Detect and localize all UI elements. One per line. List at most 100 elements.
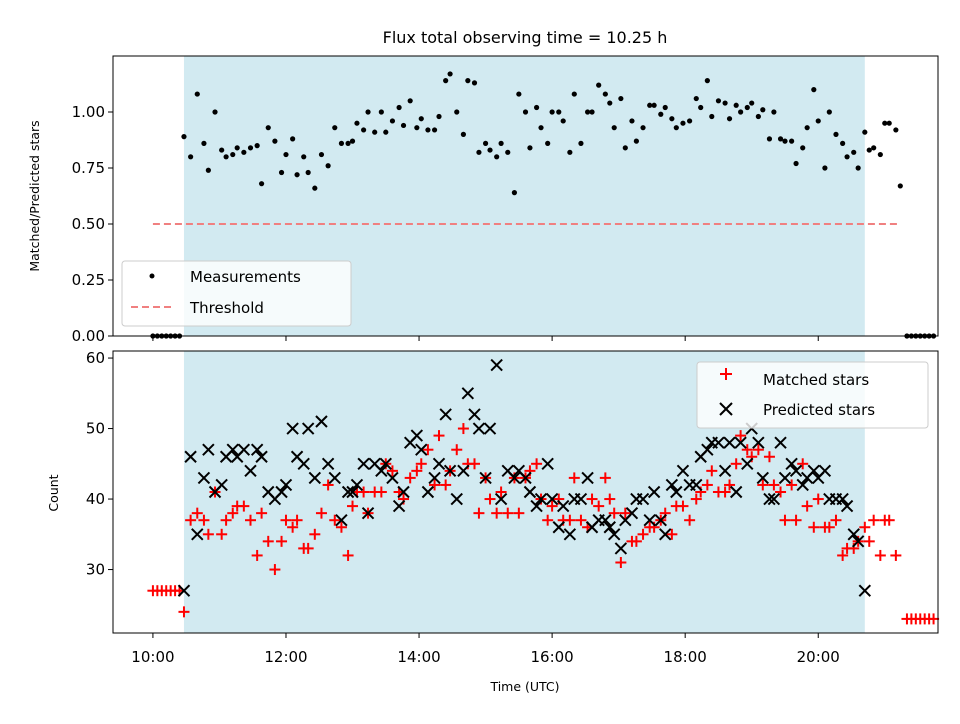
predicted-star-marker [215,478,228,492]
measurement-point [194,91,200,97]
predicted-star-marker [479,471,492,485]
measurement-point [361,127,367,133]
matched-star-marker [801,500,813,512]
matched-star-marker [291,514,303,526]
matched-star-marker [859,521,871,533]
measurement-point [265,125,271,131]
legend-label-threshold: Threshold [189,299,264,317]
measurement-point [877,151,883,158]
measurement-point [272,138,278,144]
matched-star-marker [546,500,558,512]
y-tick-label: 50 [86,420,105,438]
predicted-star-marker [659,528,672,541]
matched-star-marker [874,549,886,561]
measurement-point [487,147,493,153]
matched-star-marker [238,500,250,512]
measurement-point [290,136,296,142]
predicted-star-marker [636,492,650,506]
predicted-star-marker [397,485,410,499]
measurement-point [516,91,522,97]
measurement-point [777,136,784,142]
measurement-point [749,100,755,106]
measurement-point [897,183,903,189]
matched-star-marker [342,549,354,561]
matched-star-marker [724,479,736,491]
measurement-point [722,100,728,106]
predicted-star-marker [665,478,679,492]
measurement-point [545,140,551,146]
matched-star-marker [404,472,416,484]
y-tick-label: 0.50 [72,215,105,233]
legend-marker-predicted-stars [719,402,733,416]
matched-star-marker [564,514,576,526]
predicted-star-marker [410,429,424,442]
matched-star-marker [256,507,268,519]
measurement-point [414,125,420,131]
predicted-star-marker [734,436,747,449]
measurement-point [223,154,229,160]
predicted-star-marker [392,499,406,513]
matched-star-marker [677,500,689,512]
measurement-point [389,118,396,124]
y-tick-label: 0.25 [72,271,105,289]
matched-star-marker [457,423,469,435]
predicted-star-marker [789,464,803,478]
measurement-point [640,125,646,131]
matched-star-marker [531,458,543,470]
matched-star-marker [928,613,940,625]
measurement-point [715,98,722,104]
measurement-point [454,109,460,115]
count-points [147,358,940,625]
x-tick-label: 14:00 [397,648,440,666]
measurement-point [680,120,686,126]
predicted-star-marker [439,408,452,421]
predicted-star-marker [341,485,355,499]
measurement-point [782,138,788,144]
predicted-star-marker [563,528,577,541]
predicted-star-marker [415,443,428,456]
measurement-point [511,190,518,196]
matched-star-marker [630,535,642,547]
measurement-point [418,116,424,122]
matched-star-marker [491,507,503,519]
top-axes: 0.00 0.25 0.50 0.75 1.00 [72,103,819,345]
matched-star-marker [619,507,631,519]
predicted-star-marker [643,513,656,527]
x-tick-label: 20:00 [797,648,840,666]
predicted-star-marker [490,358,503,372]
matched-star-marker [329,514,341,526]
measurement-point [571,91,577,97]
predicted-star-marker [690,478,703,492]
predicted-star-marker [184,450,197,463]
matched-star-marker [251,549,263,561]
predicted-star-marker [778,471,792,485]
matched-star-marker [719,486,731,498]
measurement-point [871,145,877,151]
measurement-point [396,104,402,111]
measurement-point [744,104,750,111]
measurement-point [893,127,899,133]
y-tick-label: 30 [86,561,105,579]
measurement-point [704,78,710,84]
measurement-point [447,71,453,77]
legend-label-matched-stars: Matched stars [763,371,869,389]
measurement-point [804,125,810,131]
matched-star-marker [440,479,452,491]
matched-star-marker [735,430,747,442]
measurement-point [383,129,389,135]
predicted-star-marker [421,485,435,499]
predicted-star-marker [534,492,548,506]
measurement-point [862,129,868,135]
predicted-star-marker [541,457,554,471]
measurement-point [629,118,635,124]
predicted-star-marker [763,492,776,506]
measurement-point [578,140,584,146]
predicted-star-marker [647,485,661,499]
matched-star-marker [216,528,228,540]
predicted-star-marker [443,464,457,478]
matched-star-marker [706,465,718,477]
matched-star-marker [262,535,274,547]
measurement-point [498,140,504,146]
predicted-star-marker [676,464,690,478]
predicted-star-marker [670,485,683,499]
